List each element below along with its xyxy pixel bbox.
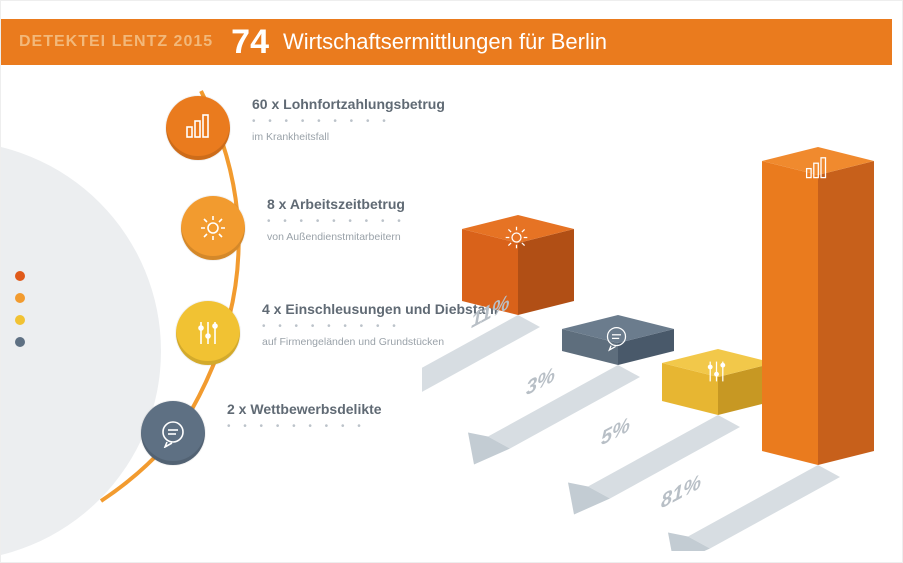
category-label: 60 x Lohnfortzahlungsbetrug: [252, 96, 445, 112]
header-title: Wirtschaftsermittlungen für Berlin: [283, 29, 607, 55]
category-text: 60 x Lohnfortzahlungsbetrug • • • • • • …: [252, 96, 445, 144]
sliders-icon: [176, 301, 240, 365]
gear-icon: [181, 196, 245, 260]
header-subtitle: DETEKTEI LENTZ 2015: [19, 33, 213, 51]
category-item: 60 x Lohnfortzahlungsbetrug • • • • • • …: [166, 96, 445, 160]
category-text: 8 x Arbeitszeitbetrug • • • • • • • • • …: [267, 196, 406, 244]
category-sub: im Krankheitsfall: [252, 130, 445, 144]
header-number: 74: [231, 23, 269, 62]
category-dots: • • • • • • • • •: [252, 116, 445, 127]
header-bar: DETEKTEI LENTZ 2015 74 Wirtschaftsermitt…: [1, 19, 892, 65]
infographic-canvas: DETEKTEI LENTZ 2015 74 Wirtschaftsermitt…: [0, 0, 903, 563]
category-dots: • • • • • • • • •: [267, 216, 406, 227]
category-text: 2 x Wettbewerbsdelikte • • • • • • • • •: [227, 401, 382, 432]
category-sub: von Außendienstmitarbeitern: [267, 230, 406, 244]
speech-icon: [141, 401, 205, 465]
category-item: 8 x Arbeitszeitbetrug • • • • • • • • • …: [181, 196, 406, 260]
category-label: 8 x Arbeitszeitbetrug: [267, 196, 406, 212]
category-dots: • • • • • • • • •: [227, 421, 382, 432]
category-item: 2 x Wettbewerbsdelikte • • • • • • • • •: [141, 401, 382, 465]
bar-chart-icon: [166, 96, 230, 160]
category-label: 2 x Wettbewerbsdelikte: [227, 401, 382, 417]
